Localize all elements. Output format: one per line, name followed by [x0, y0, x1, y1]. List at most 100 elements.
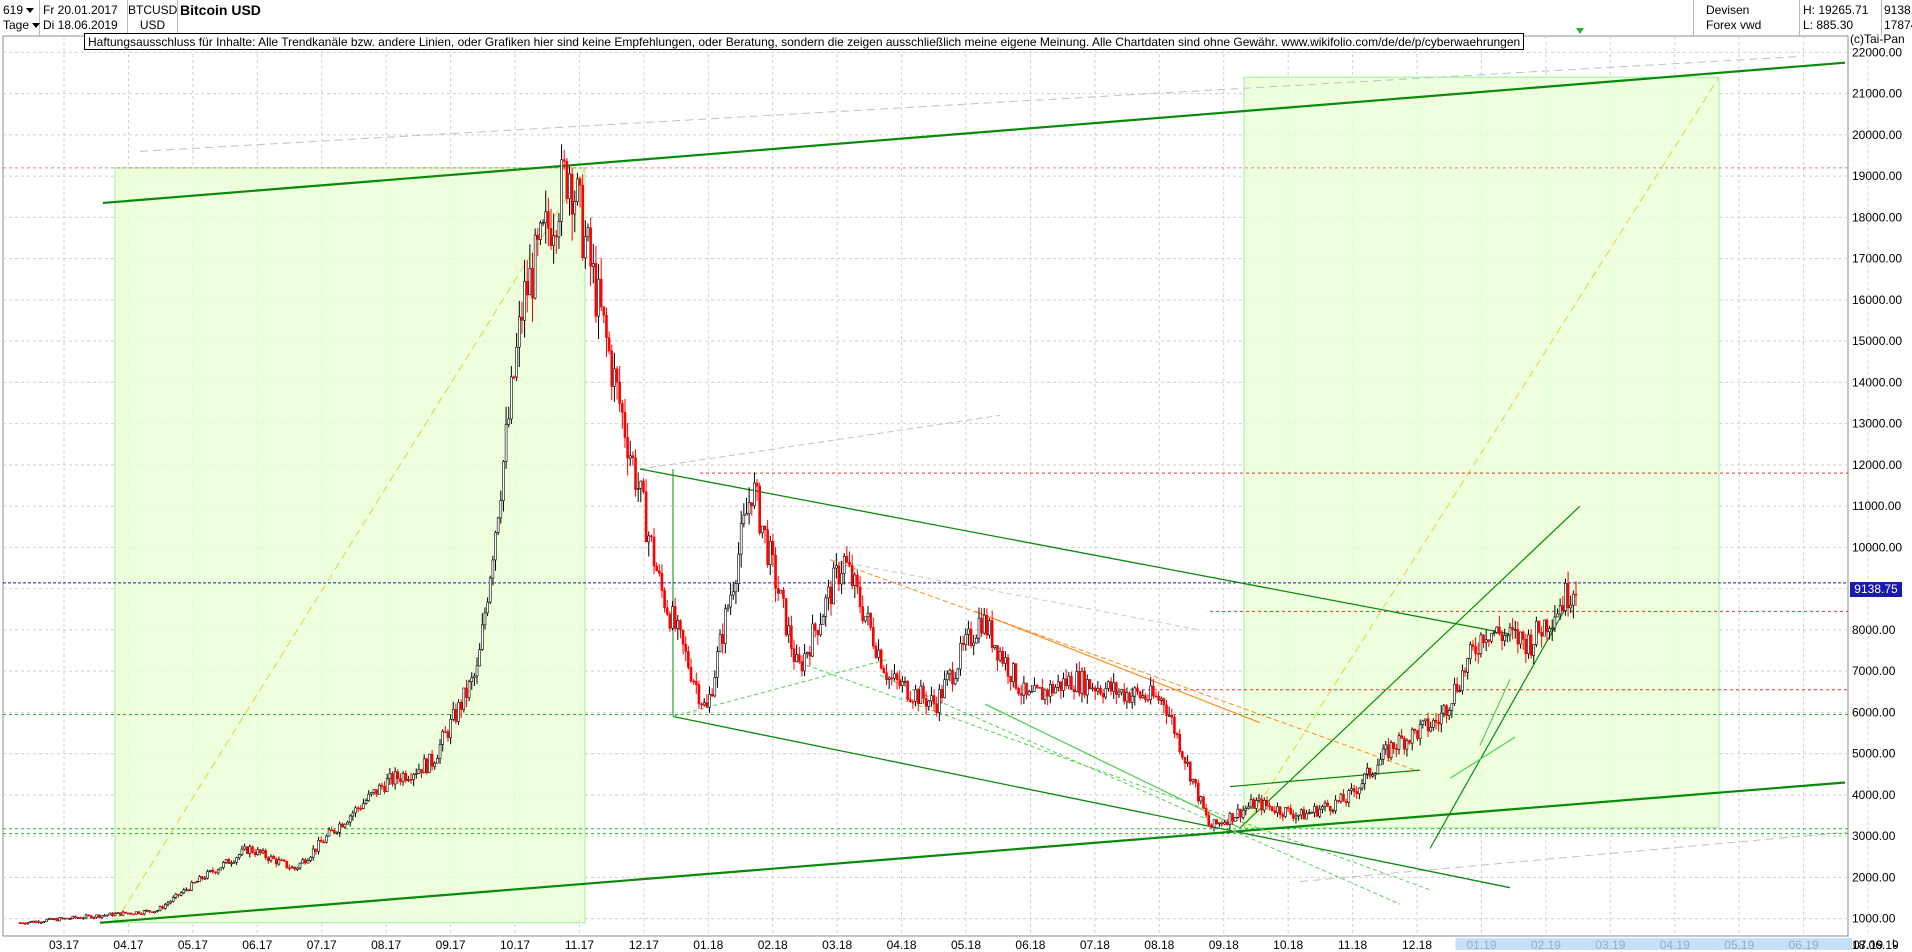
- candle-body: [718, 633, 722, 652]
- candle-body: [1167, 714, 1171, 717]
- candle-body: [570, 173, 574, 215]
- candle-body: [399, 778, 402, 782]
- candle-body: [668, 613, 672, 629]
- orange-trend-2: [974, 610, 1261, 724]
- candle-body: [1239, 808, 1242, 818]
- candle-body: [821, 616, 825, 625]
- y-tick-label: 15000.00: [1852, 334, 1902, 348]
- chevron-down-icon[interactable]: [32, 23, 41, 29]
- candle-body: [1022, 682, 1026, 696]
- candle-body: [1561, 605, 1565, 611]
- y-tick-label: 22000.00: [1852, 45, 1902, 59]
- candle-body: [193, 881, 196, 884]
- y-tick-label: 2000.00: [1852, 870, 1896, 884]
- candle-body: [919, 685, 923, 704]
- candle-body: [1252, 799, 1256, 809]
- candle-body: [589, 227, 592, 267]
- candle-body: [412, 774, 415, 781]
- candle-body: [660, 572, 664, 591]
- candle-body: [594, 263, 598, 317]
- candle-body: [618, 381, 621, 404]
- candle-body: [1500, 633, 1504, 641]
- candle-body: [1091, 687, 1094, 690]
- candle-body: [348, 815, 352, 823]
- candle-body: [459, 702, 463, 710]
- candle-body: [1212, 819, 1216, 828]
- candle-body: [1387, 744, 1390, 759]
- candle-body: [488, 577, 492, 603]
- candle-body: [1564, 582, 1567, 611]
- candle-body: [1442, 705, 1446, 714]
- candle-body: [404, 773, 407, 781]
- candle-body: [1027, 691, 1031, 696]
- candle-body: [795, 654, 798, 662]
- candle-body: [1471, 644, 1475, 647]
- candle-body: [1249, 799, 1253, 808]
- y-tick-label: 18000.00: [1852, 210, 1902, 224]
- y-tick-label: 7000.00: [1852, 664, 1896, 678]
- candle-body: [486, 601, 489, 614]
- candle-body: [90, 915, 93, 919]
- candle-body: [296, 867, 299, 870]
- candle-body: [338, 823, 341, 833]
- candle-body: [1344, 801, 1348, 803]
- candle-body: [457, 702, 460, 722]
- x-tick-label: 01.18: [693, 938, 723, 952]
- candle-body: [945, 673, 949, 680]
- candle-body: [1075, 671, 1079, 692]
- candle-body: [499, 500, 503, 519]
- candle-body: [71, 915, 75, 919]
- candle-body: [568, 173, 571, 200]
- candle-body: [1059, 681, 1063, 691]
- candle-body: [1434, 719, 1438, 723]
- candle-body: [697, 684, 701, 705]
- chevron-down-icon[interactable]: [26, 8, 35, 14]
- candle-body: [1519, 631, 1522, 645]
- candle-body: [230, 862, 233, 865]
- candle-body: [1268, 805, 1271, 808]
- candle-body: [325, 835, 328, 843]
- candle-body: [293, 866, 297, 870]
- candle-body: [1532, 644, 1536, 656]
- candle-body: [224, 859, 228, 863]
- candle-body: [1376, 764, 1380, 774]
- corner-button[interactable]: L: [1891, 938, 1899, 950]
- chart-position-marker[interactable]: [1576, 28, 1584, 34]
- candle-body: [97, 914, 101, 918]
- candle-body: [1072, 689, 1076, 692]
- candle-body: [940, 689, 944, 698]
- candle-body: [1199, 796, 1203, 802]
- y-tick-label: 5000.00: [1852, 747, 1896, 761]
- candle-body: [232, 861, 236, 864]
- last-value-2: 178740.5/: [1884, 18, 1912, 32]
- candle-body: [1521, 631, 1525, 640]
- candle-body: [528, 268, 532, 296]
- period-select[interactable]: Tage: [3, 18, 30, 32]
- candle-body: [1516, 629, 1520, 645]
- candle-body: [1231, 813, 1234, 822]
- candle-body: [1537, 620, 1541, 633]
- candle-body: [467, 681, 471, 699]
- candle-body: [1223, 821, 1226, 825]
- candle-body: [1329, 805, 1332, 812]
- last-price-tag: 9138.75: [1850, 582, 1902, 597]
- candle-body: [317, 839, 320, 852]
- candle-body: [792, 648, 796, 662]
- header-count-cell[interactable]: 619 Tage: [0, 0, 41, 36]
- candle-body: [420, 769, 423, 774]
- candle-body: [298, 862, 302, 869]
- candle-body: [1017, 688, 1020, 695]
- candle-body: [182, 889, 186, 894]
- candle-body: [333, 829, 336, 833]
- candle-body: [943, 679, 946, 698]
- candle-body: [840, 573, 843, 585]
- candle-body: [586, 227, 590, 238]
- y-tick-label: 4000.00: [1852, 788, 1896, 802]
- candle-body: [1117, 691, 1121, 695]
- candle-body: [1006, 657, 1010, 677]
- candle-body: [1070, 675, 1073, 690]
- candle-body: [753, 482, 756, 507]
- candle-body: [808, 652, 812, 657]
- y-tick-label: 12000.00: [1852, 458, 1902, 472]
